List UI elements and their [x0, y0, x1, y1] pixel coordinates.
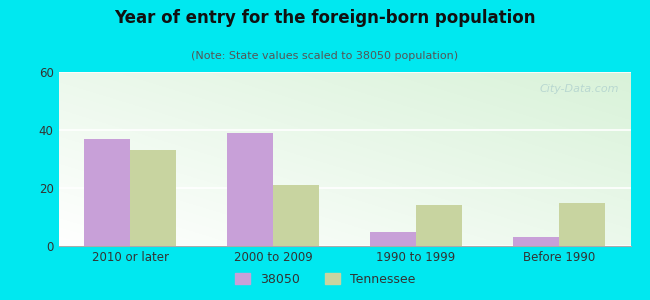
Bar — [227, 133, 273, 246]
Bar — [130, 150, 176, 246]
Bar — [370, 232, 416, 246]
Text: City-Data.com: City-Data.com — [540, 84, 619, 94]
Bar — [559, 202, 604, 246]
Text: (Note: State values scaled to 38050 population): (Note: State values scaled to 38050 popu… — [192, 51, 458, 61]
Legend: 38050, Tennessee: 38050, Tennessee — [230, 268, 420, 291]
Bar — [514, 237, 559, 246]
Bar — [84, 139, 130, 246]
Bar — [416, 206, 462, 246]
Text: Year of entry for the foreign-born population: Year of entry for the foreign-born popul… — [114, 9, 536, 27]
Bar — [273, 185, 318, 246]
